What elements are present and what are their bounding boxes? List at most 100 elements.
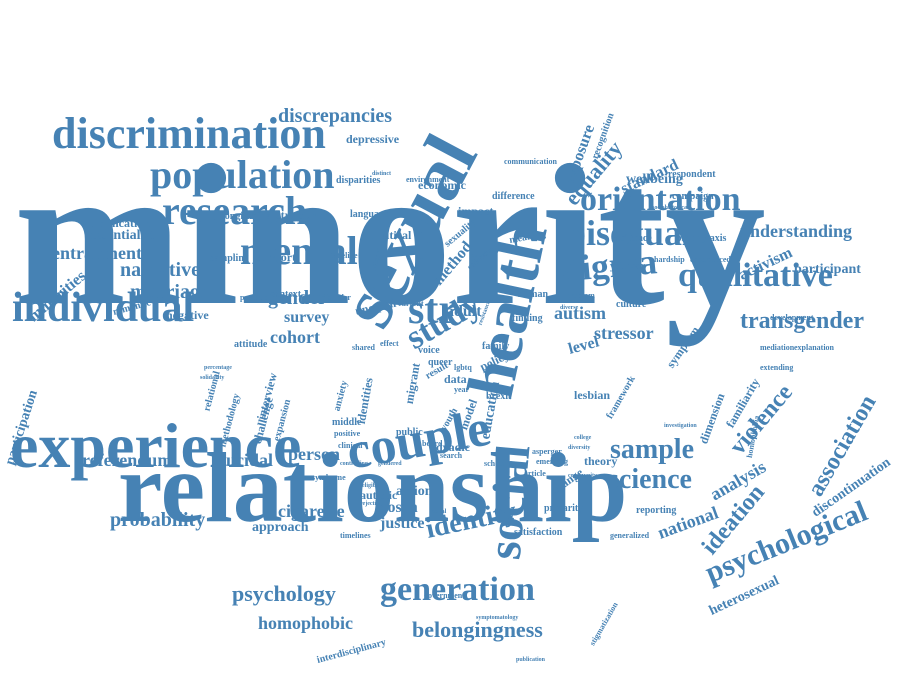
word-individual: individual xyxy=(12,285,195,332)
word-human: human xyxy=(518,289,549,301)
word-autistic: autistic xyxy=(360,487,398,502)
word-article: article xyxy=(524,468,546,478)
word-theory: theory xyxy=(584,453,618,468)
word-rejection: rejection xyxy=(360,501,383,508)
word-framework: framework xyxy=(604,374,638,422)
word-search: search xyxy=(440,450,463,460)
word-discrepancies: discrepancies xyxy=(278,105,393,128)
word-potential: potential xyxy=(240,292,271,302)
word-qualitative: qualitative xyxy=(678,257,833,295)
word-adult: adult xyxy=(446,302,482,320)
word-lgbtq: lgbtq xyxy=(454,362,472,372)
word-resilience: resilience xyxy=(612,233,652,245)
word-positive: positive xyxy=(334,428,361,438)
word-campaign: campaign xyxy=(672,191,714,203)
word-sample: sample xyxy=(610,434,694,466)
word-experienced: experienced xyxy=(690,254,731,264)
word-investigation: investigation xyxy=(664,423,697,430)
word-dyadic: dyadic xyxy=(436,439,471,454)
word-lesbian: lesbian xyxy=(574,387,611,402)
word-asperger: asperger xyxy=(532,446,562,456)
word-sampling: sampling xyxy=(210,253,249,265)
word-stigmatization: stigmatization xyxy=(587,600,620,647)
word-probability: probability xyxy=(110,509,206,532)
word-migrant: migrant xyxy=(401,361,423,405)
word-college: college xyxy=(574,435,592,442)
word-interdisciplinary: interdisciplinary xyxy=(315,637,388,667)
word-extending: extending xyxy=(760,362,794,372)
word-government: government xyxy=(424,590,465,600)
word-generation: generation xyxy=(380,571,535,609)
word-culture: culture xyxy=(616,299,647,311)
word-year: year xyxy=(454,384,470,394)
word-sociohistorical: sociohistorical xyxy=(652,205,689,212)
word-school: school xyxy=(484,458,506,468)
word-context: context xyxy=(270,289,302,301)
word-structural: structural xyxy=(276,207,328,222)
word-effect: effect xyxy=(380,338,399,348)
word-attitude: attitude xyxy=(234,339,268,351)
word-public: public xyxy=(396,427,423,439)
word-discrimination: discrimination xyxy=(52,108,326,158)
word-action: action xyxy=(396,484,433,500)
word-anxiety: anxiety xyxy=(331,379,351,413)
word-suicidal: suicidal xyxy=(214,449,274,470)
word-entrapment: entrapment xyxy=(52,242,142,263)
word-autism: autism xyxy=(554,302,607,323)
word-matter: matter xyxy=(470,253,488,260)
word-solidarity: solidarity xyxy=(200,375,225,382)
word-population: population xyxy=(150,151,335,197)
word-timeline: timeline xyxy=(330,250,358,260)
word-problem: problem xyxy=(566,290,595,300)
word-cigarette: cigarette xyxy=(278,500,345,521)
word-belongingness: belongingness xyxy=(412,616,543,642)
word-research: research xyxy=(162,187,308,233)
word-current: current xyxy=(398,298,424,308)
word-development: development xyxy=(770,312,814,322)
word-difference: difference xyxy=(492,191,535,203)
word-mental: mental xyxy=(240,227,358,273)
word-explanation: explanation xyxy=(794,342,835,352)
word-stressor: stressor xyxy=(594,322,654,343)
word-gendered: gendered xyxy=(378,461,402,468)
word-communication: communication xyxy=(504,156,557,166)
word-middle: middle xyxy=(332,417,362,429)
word-approach: approach xyxy=(252,520,309,536)
word-impact: impact xyxy=(458,203,494,218)
word-str: str xyxy=(408,287,457,334)
word-gender: gender xyxy=(268,287,327,310)
word-closen: closen xyxy=(376,498,418,516)
word-essentialist: essentialist xyxy=(90,228,155,244)
word-implication: implication xyxy=(92,215,151,230)
word-transgender: transgender xyxy=(740,308,864,335)
word-orientation: orientation xyxy=(580,181,741,219)
word-distinct: distinct xyxy=(372,171,392,178)
word-reporting: reporting xyxy=(636,505,677,517)
word-identities: identities xyxy=(353,376,376,425)
word-social-small: social xyxy=(432,509,447,516)
word-depressive: depressive xyxy=(346,131,400,146)
word-percentage: percentage xyxy=(204,365,232,372)
word-symptomatology: symptomatology xyxy=(476,615,519,622)
word-survey: survey xyxy=(284,308,330,326)
word-person: person xyxy=(288,443,341,464)
word-community: community xyxy=(568,473,597,480)
word-environment: environment xyxy=(406,174,450,184)
word-psychology: psychology xyxy=(232,580,336,606)
word-controlling: controlling xyxy=(340,461,368,468)
word-disparities: disparities xyxy=(336,175,381,187)
word-hardship: hardship xyxy=(654,254,685,264)
word-eligible: eligible xyxy=(362,483,381,490)
word-language: language xyxy=(350,209,389,221)
word-finding: finding xyxy=(512,313,543,325)
word-emerging: emerging xyxy=(536,456,568,466)
word-dimension: dimension xyxy=(696,390,728,446)
word-homophobic: homophobic xyxy=(258,612,354,633)
word-generalized: generalized xyxy=(610,530,650,540)
word-respondent: respondent xyxy=(668,169,716,181)
word-family: family xyxy=(482,341,510,353)
word-data: data xyxy=(444,371,467,386)
word-longitudinal: longitudinal xyxy=(222,211,274,223)
word-political: political xyxy=(370,227,412,242)
